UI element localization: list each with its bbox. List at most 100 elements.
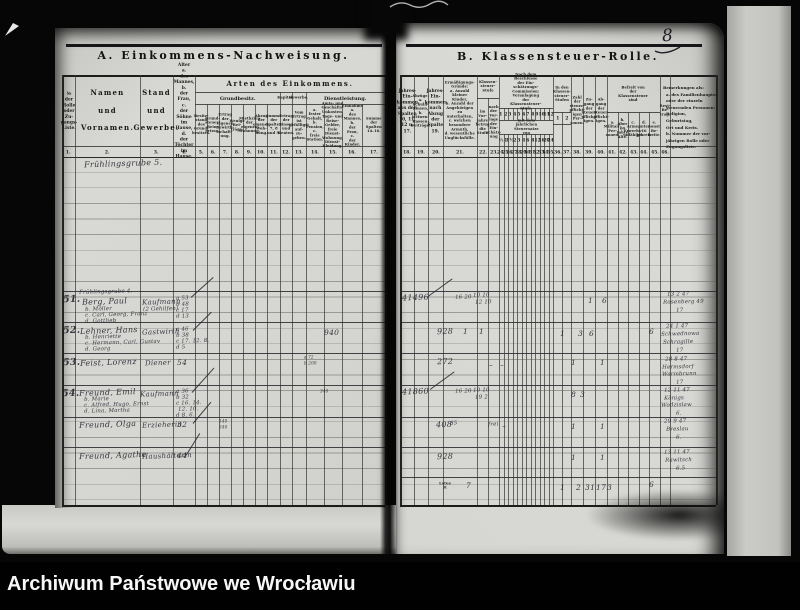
col-header-17: Summe der Spalten 14–16. <box>365 116 382 134</box>
col-header-11: Summe der Spalten 7, 8 und 9. <box>265 113 282 136</box>
veranlagung-cell: 3 <box>508 111 512 117</box>
steuersatz-value: 3 <box>517 137 521 143</box>
col-number: 44. <box>640 148 648 155</box>
col-number: 29. <box>519 148 528 155</box>
right-page-top-rule <box>406 44 702 47</box>
grid-vline <box>617 112 619 505</box>
veranlagung-cell: 4 <box>513 111 517 117</box>
col-number: 7. <box>222 148 228 155</box>
handwritten-entry: 6 <box>649 480 655 489</box>
grid-hline <box>400 146 716 147</box>
in-stufen-cell: 1 <box>555 115 560 121</box>
col-header-6: Grund- steuer- Rein- ertrag. <box>205 116 221 134</box>
in-stufen-cell: 2 <box>564 115 569 121</box>
handwritten-entry: 41860 <box>401 386 430 397</box>
col-number: 42. <box>619 148 627 155</box>
handwritten-entry: Breslau <box>666 425 689 433</box>
handwritten-entry: 340 <box>320 389 329 394</box>
grid-hline <box>400 385 716 386</box>
grid-vline <box>530 108 532 120</box>
grid-vline <box>512 108 514 120</box>
handwritten-entry: 16 20 <box>455 293 472 301</box>
grid-hline <box>400 75 716 77</box>
grid-vline <box>535 108 536 120</box>
bemerkungen-legend-line: b. Nummer der vor- <box>666 131 711 137</box>
col-header-14: a. fester Gehalt, b. Pension, c. freie S… <box>306 107 324 142</box>
col-header-8: Wenige Bei- träge. <box>229 118 245 132</box>
grid-vline <box>521 134 523 505</box>
handwritten-entry: 8 <box>571 390 577 399</box>
handwritten-entry: 2 <box>576 483 582 492</box>
col-number: 38. <box>573 148 581 155</box>
handwritten-entry: 3 <box>580 390 586 399</box>
grid-hline <box>400 322 716 323</box>
bemerkungen-legend-line: a. des Familienhauptes <box>666 91 718 97</box>
handwritten-entry: 24 1 47 <box>666 322 689 330</box>
left-page-top-rule <box>66 44 382 47</box>
group-header-grundbesitz: Grundbesitz. <box>219 94 256 102</box>
grid-hline <box>400 477 716 478</box>
steuersatz-value: 1 <box>504 137 508 143</box>
corner-shadow-blob <box>588 490 740 540</box>
handwritten-entry: 6.5 <box>676 464 686 472</box>
handwritten-entry: 53. <box>62 356 81 369</box>
col-number: 10. <box>257 148 265 155</box>
table-grid-layer: № der Rolle oder Zu- gangs- Liste. Namen … <box>60 62 718 507</box>
grid-hline <box>62 505 385 507</box>
grid-vline <box>595 75 596 505</box>
grid-vline <box>499 75 500 505</box>
col-number: 40. <box>597 148 605 155</box>
grid-hline <box>62 447 385 448</box>
handwritten-entry: d 5 <box>176 343 186 351</box>
grid-vline <box>508 134 509 505</box>
grid-vline <box>195 75 196 505</box>
bemerkungen-legend-line: Zugangsliste. <box>666 144 697 150</box>
grid-vline <box>503 134 505 505</box>
handwritten-entry: 17 <box>676 378 684 386</box>
bemerkungen-legend-line: Geburtstag, <box>666 118 693 123</box>
handwritten-entry: 6 <box>649 327 655 336</box>
grid-vline <box>414 75 415 505</box>
col-number: 5. <box>198 148 204 155</box>
grid-vline <box>638 112 640 505</box>
handwritten-entry: 940 <box>324 328 340 337</box>
handwritten-entry: 17 <box>596 483 607 492</box>
col-number: 21. <box>456 148 464 155</box>
veranlagung-cell: 7 <box>526 111 530 117</box>
grid-hline <box>62 417 385 418</box>
grid-vline <box>548 108 550 120</box>
col-number: 22. <box>478 148 487 155</box>
grid-hline <box>195 104 385 105</box>
veranlagung-cell: 11 <box>543 111 550 117</box>
grid-hline <box>607 112 660 113</box>
group-header-stufe: Klassen- steuer- Stufe <box>479 79 498 93</box>
veranlagung-cell: 8 <box>531 111 535 117</box>
film-edge-marker-icon <box>5 23 19 36</box>
handwritten-entry: 7 <box>466 481 472 490</box>
handwritten-entry: 12 10 <box>475 298 492 306</box>
grid-vline <box>267 104 268 505</box>
handwritten-entry: 54. <box>61 387 80 400</box>
handwritten-entry: 13 11 47 <box>664 448 691 456</box>
col-number: 25. <box>501 148 510 155</box>
handwritten-entry: – <box>502 421 507 430</box>
col-header-7: Ertrag der eigenen Bewirth- schaft- ung. <box>215 111 235 138</box>
col-number: 19. <box>417 148 425 155</box>
grid-vline <box>526 134 527 505</box>
grid-vline <box>517 134 518 505</box>
col-number: 32. <box>533 148 542 155</box>
grid-vline <box>530 134 532 505</box>
handwritten-entry: 6 <box>602 296 608 305</box>
grid-vline <box>562 112 563 505</box>
handwritten-entry: 44 <box>177 451 188 460</box>
col-number: 45. <box>650 148 659 155</box>
col-number: 26. <box>506 148 515 155</box>
grid-vline <box>553 75 554 505</box>
handwritten-entry: 16 20 <box>455 387 472 395</box>
col-header-38: Zahl der steuer- pflicht- igen Per- sone… <box>569 95 585 126</box>
handwritten-entry: d. Lina, Martha <box>84 406 131 415</box>
handwritten-entry: 54 <box>177 358 188 367</box>
handwritten-entry: 6. <box>676 433 682 441</box>
handwritten-entry: 12 11 47 <box>664 386 691 394</box>
handwritten-entry: d. Gottlieb <box>85 317 117 325</box>
